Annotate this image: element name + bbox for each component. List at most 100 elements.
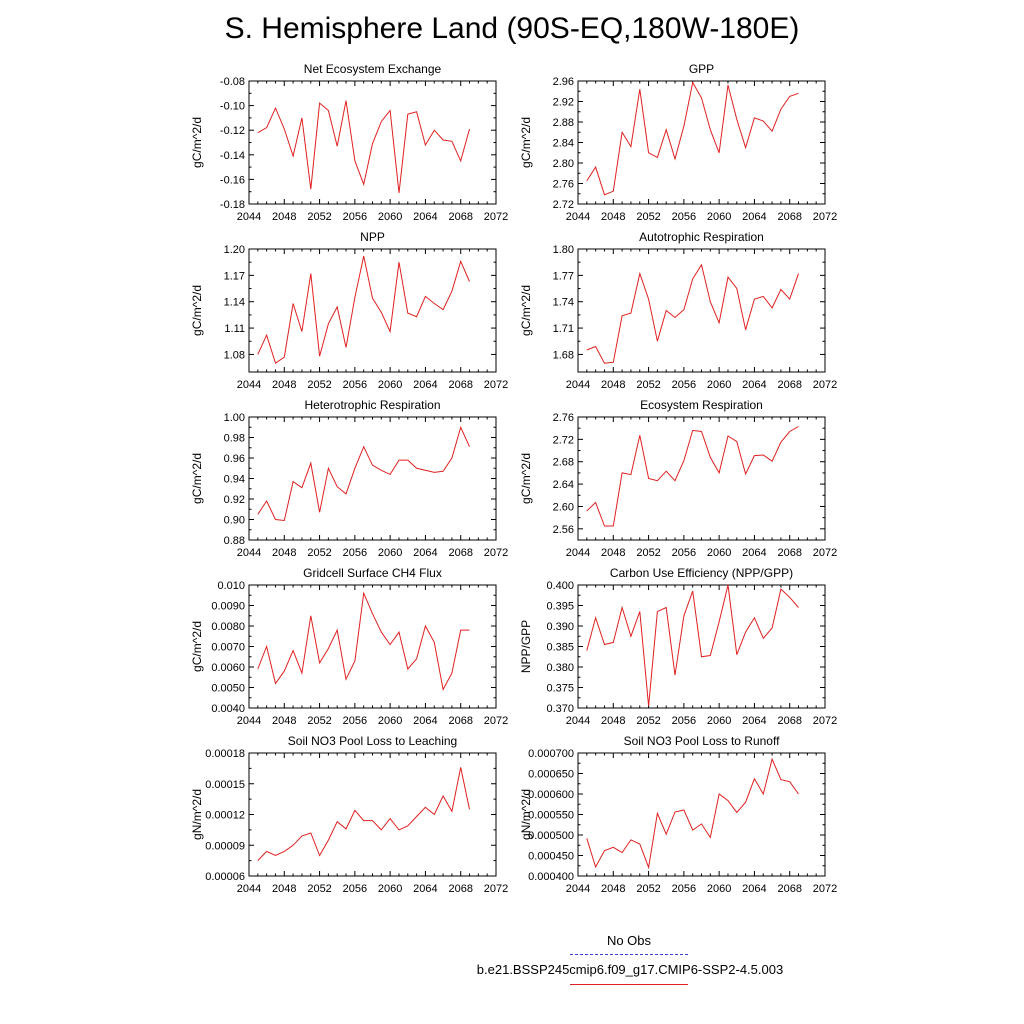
x-tick-label: 2048: [601, 379, 625, 391]
y-tick-label: 0.000500: [528, 830, 574, 842]
y-tick-label: -0.12: [220, 125, 245, 137]
panel-title: NPP: [360, 230, 385, 244]
y-axis-label: gN/m^2/d: [190, 789, 204, 840]
x-tick-label: 2072: [484, 715, 508, 727]
y-tick-label: 1.74: [553, 297, 574, 309]
y-tick-label: 2.84: [553, 138, 574, 150]
x-tick-label: 2044: [237, 211, 261, 223]
x-tick-label: 2068: [448, 883, 472, 895]
y-tick-label: 1.14: [224, 297, 245, 309]
x-tick-label: 2048: [272, 883, 296, 895]
y-tick-label: 0.385: [546, 642, 574, 654]
y-tick-label: 0.94: [224, 474, 245, 486]
x-tick-label: 2064: [413, 379, 437, 391]
panel-title: Heterotrophic Respiration: [304, 398, 440, 412]
x-tick-label: 2056: [672, 211, 696, 223]
y-tick-label: -0.14: [220, 150, 245, 162]
x-tick-label: 2056: [343, 547, 367, 559]
y-tick-label: 2.60: [553, 501, 574, 513]
y-axis-label: gN/m^2/d: [519, 789, 533, 840]
y-axis-label: NPP/GPP: [519, 620, 533, 673]
figure-title: S. Hemisphere Land (90S-EQ,180W-180E): [224, 12, 800, 45]
x-tick-label: 2072: [484, 379, 508, 391]
y-tick-label: 2.76: [553, 412, 574, 424]
y-tick-label: 0.400: [546, 580, 574, 592]
y-tick-label: 0.000600: [528, 789, 574, 801]
x-tick-label: 2060: [378, 715, 402, 727]
y-tick-label: 1.71: [553, 323, 574, 335]
y-tick-label: 0.00006: [205, 871, 245, 883]
x-tick-label: 2056: [343, 715, 367, 727]
x-tick-label: 2052: [307, 211, 331, 223]
series-line: [257, 767, 470, 861]
x-tick-label: 2072: [484, 547, 508, 559]
y-tick-label: 2.72: [553, 199, 574, 211]
x-tick-label: 2072: [484, 211, 508, 223]
x-tick-label: 2048: [272, 211, 296, 223]
y-tick-label: 0.00012: [205, 810, 245, 822]
x-tick-label: 2068: [448, 715, 472, 727]
panel-title: Ecosystem Respiration: [640, 398, 763, 412]
x-tick-label: 2044: [237, 715, 261, 727]
y-tick-label: 0.395: [546, 601, 574, 613]
x-tick-label: 2064: [742, 379, 766, 391]
y-tick-label: 2.72: [553, 434, 574, 446]
y-tick-label: 0.000650: [528, 769, 574, 781]
x-tick-label: 2056: [672, 547, 696, 559]
x-tick-label: 2064: [413, 547, 437, 559]
x-tick-label: 2064: [742, 547, 766, 559]
x-tick-label: 2056: [343, 883, 367, 895]
x-tick-label: 2052: [307, 379, 331, 391]
series-line: [586, 81, 799, 196]
y-tick-label: 0.88: [224, 535, 245, 547]
y-tick-label: 0.00018: [205, 748, 245, 760]
x-tick-label: 2060: [707, 883, 731, 895]
panel-title: Soil NO3 Pool Loss to Leaching: [288, 734, 457, 748]
x-tick-label: 2048: [272, 715, 296, 727]
x-tick-label: 2064: [742, 211, 766, 223]
y-tick-label: 0.00015: [205, 779, 245, 791]
x-tick-label: 2060: [707, 715, 731, 727]
y-axis-label: gC/m^2/d: [190, 621, 204, 672]
panel-title: Soil NO3 Pool Loss to Runoff: [624, 734, 781, 748]
x-tick-label: 2052: [307, 883, 331, 895]
y-tick-label: 0.92: [224, 494, 245, 506]
y-tick-label: 1.80: [553, 244, 574, 256]
legend-obs-swatch: [570, 954, 688, 955]
y-tick-label: 0.000450: [528, 851, 574, 863]
y-axis-label: gC/m^2/d: [519, 285, 533, 336]
y-tick-label: 2.68: [553, 457, 574, 469]
x-tick-label: 2052: [636, 715, 660, 727]
legend-model-label: b.e21.BSSP245cmip6.f09_g17.CMIP6-SSP2-4.…: [476, 962, 784, 977]
y-tick-label: 0.010: [217, 580, 245, 592]
y-tick-label: 0.370: [546, 703, 574, 715]
plot-frame: [577, 416, 826, 541]
x-tick-label: 2060: [707, 379, 731, 391]
x-tick-label: 2056: [343, 211, 367, 223]
x-tick-label: 2068: [448, 211, 472, 223]
x-tick-label: 2060: [378, 883, 402, 895]
series-line: [586, 263, 799, 364]
y-tick-label: 0.0070: [211, 642, 245, 654]
panel-title: Gridcell Surface CH4 Flux: [303, 566, 442, 580]
y-tick-label: 2.76: [553, 179, 574, 191]
x-tick-label: 2068: [777, 883, 801, 895]
series-line: [257, 100, 470, 193]
x-tick-label: 2056: [672, 379, 696, 391]
y-tick-label: 0.380: [546, 662, 574, 674]
x-tick-label: 2048: [601, 211, 625, 223]
y-tick-label: 0.0080: [211, 621, 245, 633]
y-tick-label: 2.64: [553, 479, 574, 491]
y-tick-label: 0.0040: [211, 703, 245, 715]
x-tick-label: 2052: [307, 547, 331, 559]
y-axis-label: gC/m^2/d: [519, 453, 533, 504]
x-tick-label: 2052: [307, 715, 331, 727]
x-tick-label: 2068: [777, 715, 801, 727]
x-tick-label: 2060: [378, 379, 402, 391]
y-tick-label: 0.90: [224, 515, 245, 527]
x-tick-label: 2044: [237, 883, 261, 895]
y-tick-label: -0.08: [220, 76, 245, 88]
y-tick-label: 0.00009: [205, 840, 245, 852]
x-tick-label: 2044: [566, 211, 590, 223]
